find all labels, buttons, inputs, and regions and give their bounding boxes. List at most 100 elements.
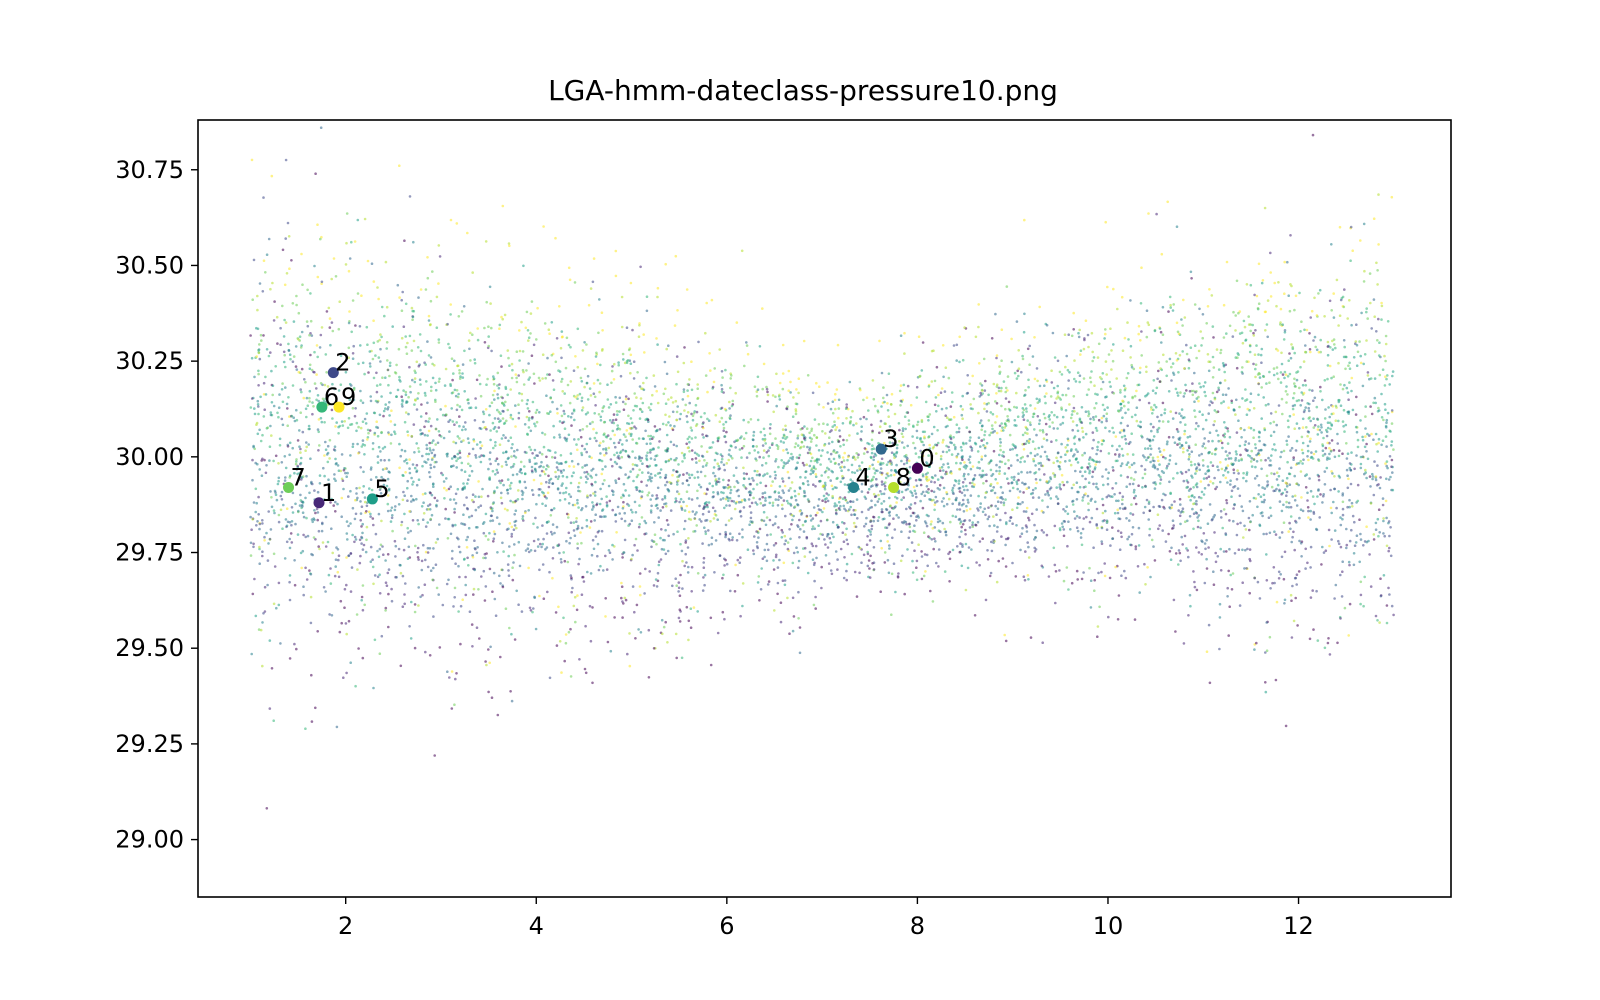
scatter-point (459, 375, 462, 378)
scatter-point (564, 460, 568, 464)
scatter-point (783, 484, 787, 488)
scatter-point (587, 303, 591, 307)
scatter-point (881, 517, 885, 521)
scatter-point (722, 573, 725, 577)
scatter-point (476, 526, 479, 529)
scatter-point (1066, 480, 1069, 484)
scatter-point (406, 526, 410, 530)
scatter-point (950, 391, 954, 394)
scatter-point (266, 426, 270, 430)
scatter-point (610, 369, 614, 373)
scatter-point (728, 400, 731, 404)
scatter-point (1033, 454, 1037, 458)
scatter-point (1242, 319, 1246, 323)
scatter-point (934, 443, 937, 447)
scatter-point (517, 416, 521, 420)
scatter-point (250, 652, 253, 656)
scatter-point (872, 561, 876, 564)
scatter-point (1215, 429, 1218, 433)
scatter-point (1385, 377, 1388, 381)
scatter-point (1348, 381, 1351, 384)
scatter-point (839, 480, 843, 484)
scatter-point (1321, 398, 1324, 402)
scatter-point (349, 522, 352, 525)
scatter-point (702, 576, 705, 579)
scatter-point (1019, 502, 1022, 506)
scatter-point (806, 445, 809, 449)
scatter-point (576, 501, 579, 505)
scatter-point (1049, 497, 1053, 500)
scatter-point (554, 360, 558, 364)
scatter-point (307, 424, 311, 428)
scatter-point (1026, 432, 1029, 435)
scatter-point (1080, 543, 1084, 547)
scatter-point (962, 510, 966, 513)
scatter-point (729, 454, 733, 458)
scatter-point (1326, 340, 1330, 344)
scatter-point (1071, 503, 1075, 506)
scatter-point (1149, 460, 1152, 464)
scatter-point (708, 482, 711, 485)
scatter-point (863, 525, 866, 528)
scatter-point (685, 288, 689, 291)
scatter-point (1158, 450, 1162, 453)
scatter-point (1057, 464, 1061, 468)
scatter-point (1101, 497, 1104, 501)
scatter-point (507, 574, 511, 577)
scatter-point (491, 469, 495, 473)
scatter-point (445, 488, 448, 492)
scatter-point (450, 707, 454, 710)
scatter-point (1123, 404, 1126, 408)
scatter-point (394, 555, 397, 558)
scatter-point (1004, 407, 1007, 411)
scatter-point (267, 542, 270, 545)
scatter-point (470, 498, 474, 502)
scatter-point (834, 550, 838, 553)
scatter-point (1158, 463, 1161, 466)
scatter-point (351, 445, 355, 449)
scatter-point (1047, 493, 1050, 497)
scatter-point (1078, 328, 1081, 332)
scatter-point (381, 447, 385, 450)
scatter-point (825, 518, 829, 522)
scatter-point (254, 326, 258, 330)
scatter-point (1298, 291, 1301, 295)
scatter-point (1334, 419, 1338, 423)
scatter-point (728, 407, 731, 410)
scatter-point (369, 478, 373, 482)
scatter-point (514, 499, 518, 503)
scatter-point (479, 460, 483, 464)
scatter-point (758, 345, 762, 348)
scatter-point (822, 494, 826, 498)
scatter-point (996, 507, 1000, 511)
scatter-point (802, 435, 806, 438)
scatter-point (1183, 392, 1186, 395)
scatter-point (1122, 384, 1126, 388)
scatter-point (999, 518, 1002, 522)
scatter-point (934, 474, 937, 477)
scatter-point (983, 402, 986, 405)
scatter-point (1092, 416, 1095, 419)
scatter-point (943, 390, 947, 393)
scatter-point (764, 461, 768, 465)
scatter-point (322, 399, 326, 403)
scatter-point (273, 300, 276, 303)
scatter-point (1369, 585, 1373, 588)
scatter-point (1177, 332, 1181, 336)
scatter-point (1242, 471, 1245, 475)
scatter-point (716, 491, 720, 494)
scatter-point (879, 590, 882, 593)
scatter-point (468, 474, 471, 478)
scatter-point (317, 449, 320, 452)
scatter-point (531, 610, 534, 614)
scatter-point (971, 521, 974, 524)
scatter-point (1214, 452, 1217, 456)
scatter-point (413, 380, 417, 384)
scatter-point (668, 481, 671, 484)
scatter-point (359, 466, 363, 469)
scatter-point (731, 538, 734, 542)
scatter-point (592, 547, 596, 551)
scatter-point (639, 397, 643, 400)
scatter-point (729, 414, 732, 417)
scatter-point (1011, 447, 1014, 451)
